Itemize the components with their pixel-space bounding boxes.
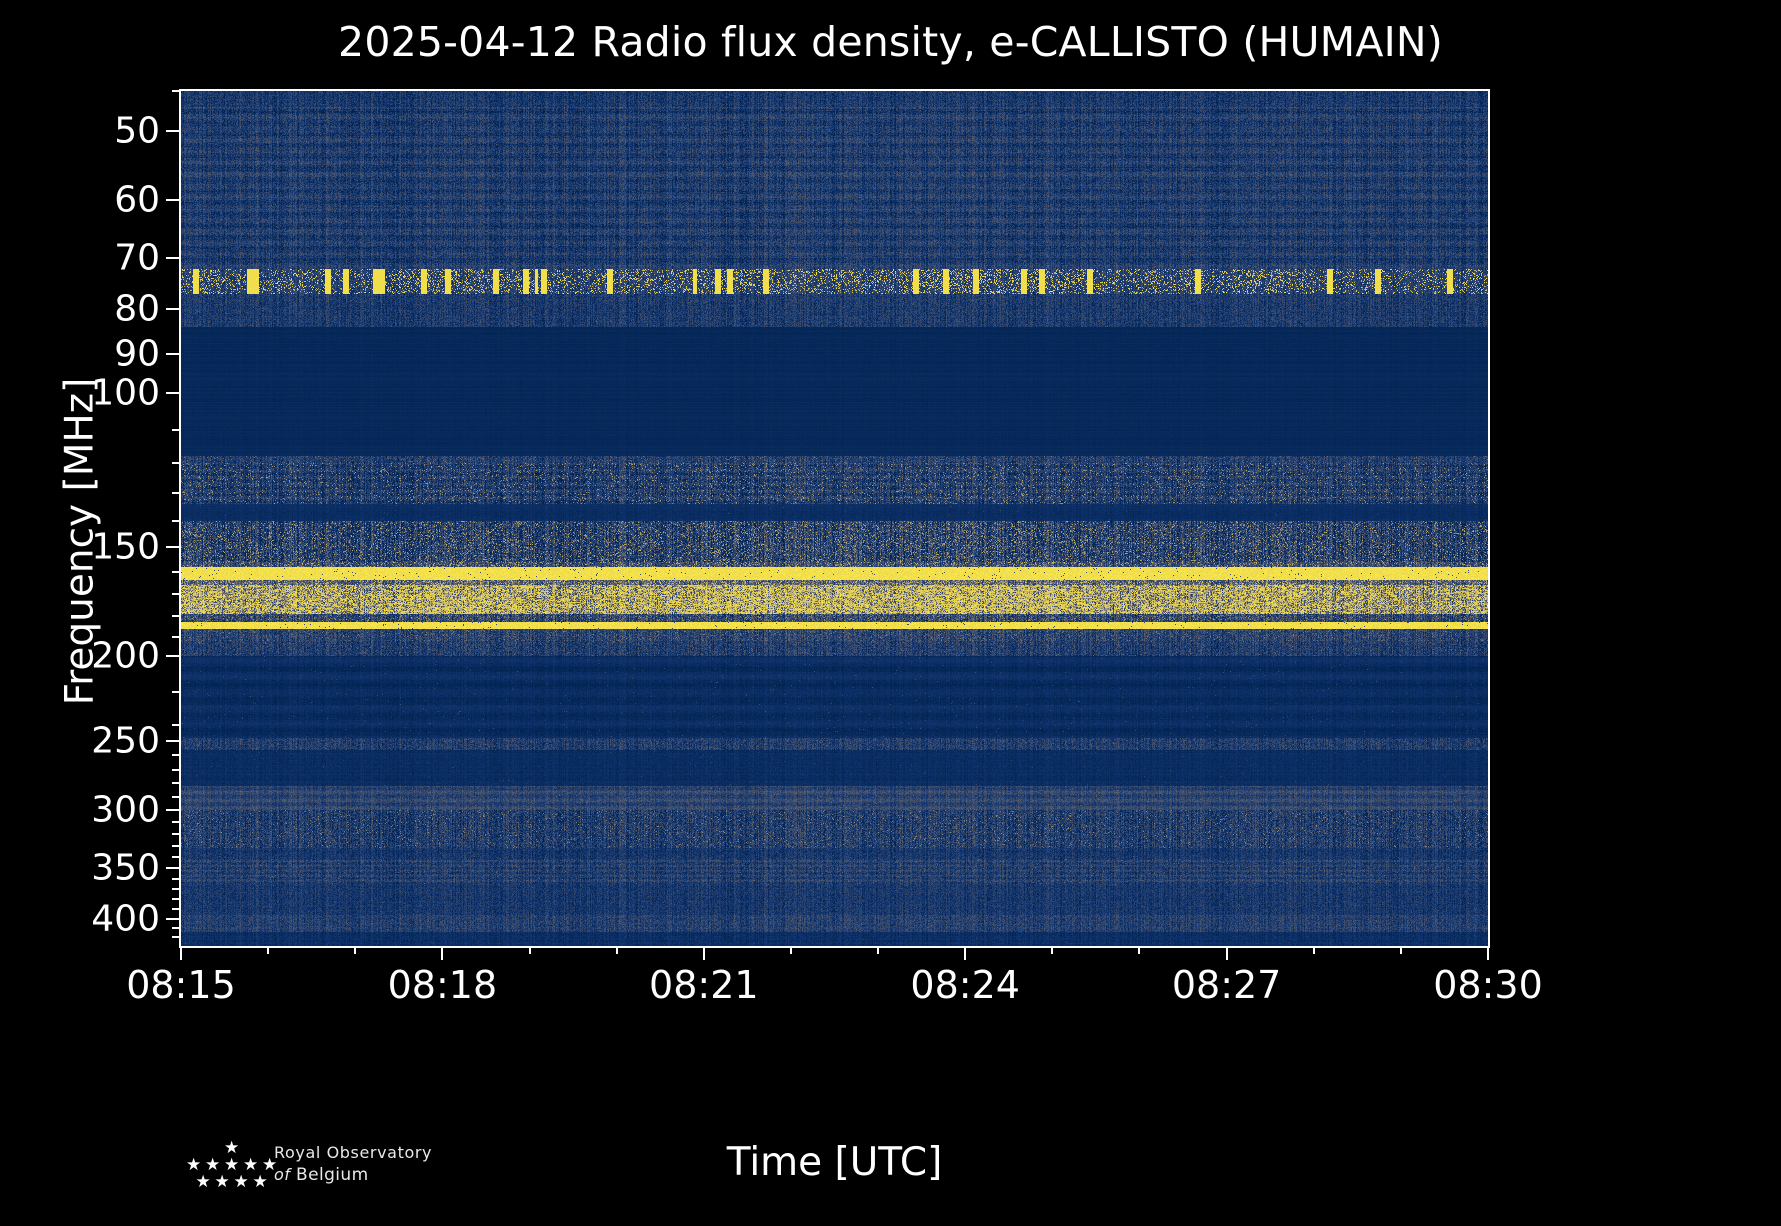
y-tick-100 bbox=[166, 392, 180, 395]
y-minor-tick bbox=[172, 888, 180, 891]
spectrogram-plot-area bbox=[181, 91, 1488, 946]
y-minor-tick bbox=[172, 844, 180, 847]
x-minor-tick bbox=[1051, 946, 1054, 954]
y-minor-tick bbox=[172, 461, 180, 464]
y-tick-60 bbox=[166, 198, 180, 201]
x-tick-label-08-21: 08:21 bbox=[649, 963, 759, 1007]
y-minor-tick bbox=[172, 615, 180, 618]
spectrogram-image bbox=[181, 91, 1488, 946]
y-tick-50 bbox=[166, 129, 180, 132]
y-minor-tick bbox=[172, 795, 180, 798]
royal-observatory-logo: ★ ★ ★ ★ ★ ★ ★ ★ ★ ★ Royal Observatory of Belgium bbox=[178, 1136, 538, 1200]
y-tick-label-70: 70 bbox=[114, 237, 160, 279]
logo-line-2: of Belgium bbox=[274, 1164, 534, 1186]
y-minor-tick bbox=[172, 754, 180, 757]
logo-line-1: Royal Observatory bbox=[274, 1143, 433, 1162]
star-icon: ★ bbox=[224, 1155, 240, 1175]
y-minor-tick bbox=[172, 898, 180, 901]
x-minor-tick bbox=[1138, 946, 1141, 954]
y-minor-tick bbox=[172, 821, 180, 824]
x-tick-08-27 bbox=[1225, 946, 1228, 960]
axis-spine-top bbox=[179, 89, 1490, 91]
star-icon: ★ bbox=[205, 1155, 221, 1175]
y-minor-tick bbox=[172, 926, 180, 929]
y-axis-label: Frequency [MHz] bbox=[57, 377, 103, 706]
y-tick-label-60: 60 bbox=[114, 179, 160, 221]
y-tick-label-80: 80 bbox=[114, 288, 160, 330]
x-tick-08-24 bbox=[964, 946, 967, 960]
y-minor-tick bbox=[172, 90, 180, 92]
y-minor-tick bbox=[172, 877, 180, 880]
y-tick-label-100: 100 bbox=[91, 372, 160, 414]
x-minor-tick bbox=[528, 946, 531, 954]
x-minor-tick bbox=[1312, 946, 1315, 954]
y-minor-tick bbox=[172, 936, 180, 939]
x-minor-tick bbox=[877, 946, 880, 954]
x-minor-tick bbox=[1399, 946, 1402, 954]
x-axis-label: Time [UTC] bbox=[726, 1140, 943, 1185]
logo-of-word: of bbox=[274, 1165, 291, 1184]
y-minor-tick bbox=[172, 833, 180, 836]
y-minor-tick bbox=[172, 768, 180, 771]
figure-title: 2025-04-12 Radio flux density, e-CALLIST… bbox=[338, 18, 1443, 66]
y-minor-tick bbox=[172, 428, 180, 431]
axis-spine-right bbox=[1488, 89, 1490, 948]
y-tick-400 bbox=[166, 917, 180, 920]
y-tick-250 bbox=[166, 739, 180, 742]
y-tick-70 bbox=[166, 257, 180, 260]
y-minor-tick bbox=[172, 519, 180, 522]
y-tick-150 bbox=[166, 546, 180, 549]
y-tick-350 bbox=[166, 867, 180, 870]
y-minor-tick bbox=[172, 635, 180, 638]
y-tick-label-350: 350 bbox=[91, 847, 160, 889]
y-minor-tick bbox=[172, 908, 180, 910]
axis-spine-left bbox=[179, 89, 181, 948]
x-tick-label-08-15: 08:15 bbox=[126, 963, 236, 1007]
x-tick-08-21 bbox=[702, 946, 705, 960]
y-minor-tick bbox=[172, 570, 180, 573]
x-tick-label-08-30: 08:30 bbox=[1433, 963, 1543, 1007]
y-tick-300 bbox=[166, 808, 180, 811]
x-tick-08-15 bbox=[180, 946, 182, 960]
star-icon: ★ bbox=[186, 1155, 202, 1175]
y-tick-label-90: 90 bbox=[114, 333, 160, 375]
y-minor-tick bbox=[172, 491, 180, 494]
stars-icon: ★ ★ ★ ★ ★ ★ ★ ★ ★ ★ bbox=[178, 1136, 286, 1200]
star-icon: ★ bbox=[195, 1172, 211, 1192]
star-icon: ★ bbox=[262, 1155, 278, 1175]
star-icon: ★ bbox=[252, 1172, 268, 1192]
x-tick-label-08-27: 08:27 bbox=[1171, 963, 1282, 1007]
star-icon: ★ bbox=[243, 1155, 259, 1175]
y-minor-tick bbox=[172, 691, 180, 694]
x-tick-label-08-24: 08:24 bbox=[910, 963, 1020, 1007]
logo-belgium-word: Belgium bbox=[296, 1165, 369, 1185]
y-tick-label-200: 200 bbox=[91, 635, 160, 677]
x-tick-label-08-18: 08:18 bbox=[387, 963, 498, 1007]
y-minor-tick bbox=[172, 724, 180, 727]
y-tick-80 bbox=[166, 307, 180, 310]
y-tick-90 bbox=[166, 352, 180, 355]
x-minor-tick bbox=[267, 946, 270, 954]
x-minor-tick bbox=[354, 946, 357, 954]
y-minor-tick bbox=[172, 782, 180, 785]
logo-text: Royal Observatory of Belgium bbox=[274, 1142, 534, 1186]
y-minor-tick bbox=[172, 856, 180, 859]
y-tick-label-400: 400 bbox=[91, 898, 160, 940]
y-tick-label-50: 50 bbox=[114, 110, 160, 152]
y-tick-200 bbox=[166, 655, 180, 658]
y-tick-label-300: 300 bbox=[91, 789, 160, 831]
y-tick-label-150: 150 bbox=[91, 526, 160, 568]
star-icon: ★ bbox=[233, 1172, 249, 1192]
axis-spine-bottom bbox=[179, 946, 1490, 948]
y-minor-tick bbox=[172, 593, 180, 596]
x-tick-08-18 bbox=[441, 946, 444, 960]
star-icon: ★ bbox=[214, 1172, 230, 1192]
y-tick-label-250: 250 bbox=[91, 720, 160, 762]
star-icon: ★ bbox=[224, 1138, 240, 1158]
x-tick-08-30 bbox=[1487, 946, 1489, 960]
x-minor-tick bbox=[615, 946, 618, 954]
x-minor-tick bbox=[789, 946, 792, 954]
